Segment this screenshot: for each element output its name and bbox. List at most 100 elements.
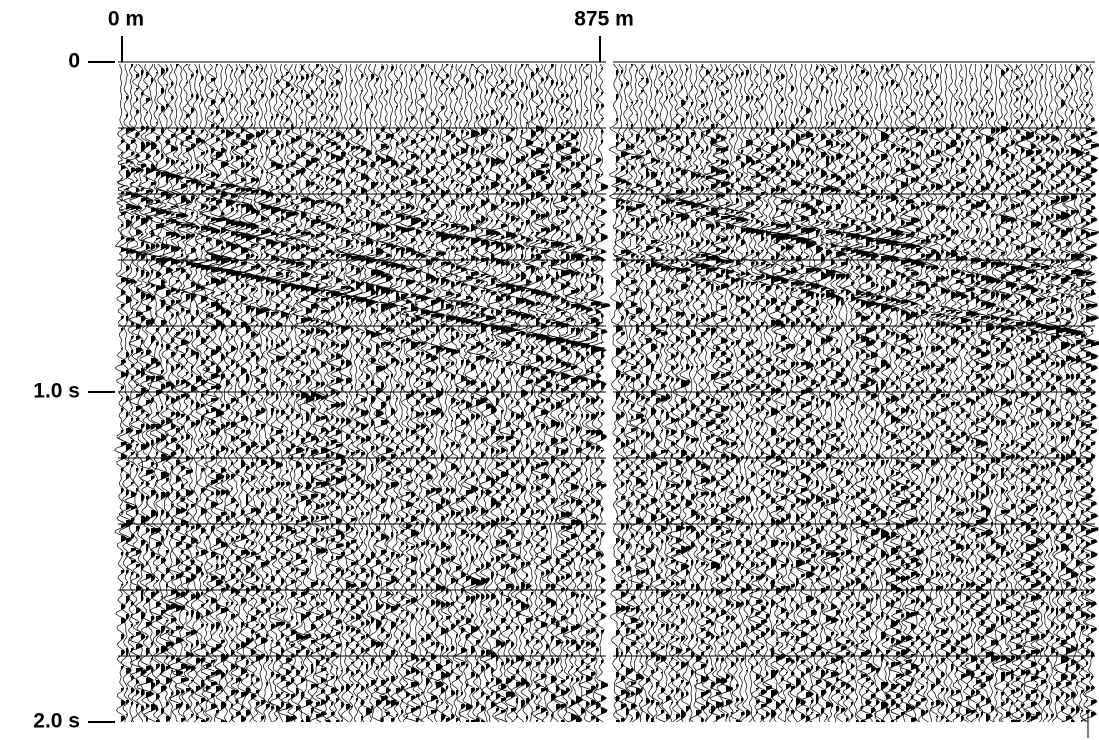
wiggle <box>270 63 291 723</box>
wiggle-fill <box>781 74 798 722</box>
wiggle-fill <box>251 70 261 700</box>
wiggle <box>113 63 129 723</box>
wiggle-fill <box>1001 70 1010 706</box>
wiggle <box>634 63 648 723</box>
wiggle <box>590 63 611 723</box>
wiggle-fill <box>136 74 144 708</box>
wiggle-fill <box>1011 70 1017 722</box>
wiggle <box>141 63 159 723</box>
wiggle <box>274 63 296 723</box>
wiggle-fill <box>776 76 784 710</box>
wiggle <box>467 63 490 723</box>
wiggle <box>957 63 977 723</box>
wiggle <box>558 63 576 723</box>
wiggle <box>908 63 927 723</box>
wiggle <box>997 63 1016 723</box>
wiggle-fill <box>866 72 876 720</box>
wiggle-fill <box>811 78 823 714</box>
wiggle <box>361 63 381 723</box>
wiggle <box>176 63 197 723</box>
wiggle <box>846 63 868 723</box>
wiggle-fill <box>871 120 879 714</box>
wiggle <box>807 63 824 723</box>
wiggle-fill <box>326 70 333 722</box>
wiggle <box>748 63 768 723</box>
wiggle <box>1075 63 1097 723</box>
wiggle <box>339 63 360 723</box>
y-tick-label: 1.0 s <box>33 380 80 403</box>
x-tick-label: 875 m <box>574 8 634 31</box>
wiggle-fill <box>201 76 211 722</box>
wiggle-fill <box>351 80 360 708</box>
wiggle-fill <box>416 72 423 722</box>
wiggle-fill <box>1061 84 1074 722</box>
wiggle <box>328 63 349 723</box>
wiggle-fill <box>971 78 980 714</box>
wiggle-fill <box>646 78 654 722</box>
wiggle <box>158 63 182 722</box>
wiggle-fill <box>566 94 575 722</box>
wiggle <box>585 63 606 723</box>
wiggle-fill <box>711 80 720 714</box>
wiggle-fill <box>1021 74 1028 718</box>
wiggle-fill <box>331 82 342 716</box>
wiggle-fill <box>951 124 958 714</box>
wiggle <box>922 63 939 723</box>
wiggle-fill <box>1031 80 1040 722</box>
wiggle <box>369 63 391 723</box>
wiggle-fill <box>821 68 828 714</box>
wiggle-fill <box>921 76 928 716</box>
wiggle <box>169 63 190 723</box>
wiggle-fill <box>806 86 817 722</box>
wiggle <box>664 63 678 723</box>
wiggle-fill <box>731 74 739 714</box>
wiggle-fill <box>511 80 519 712</box>
wiggle-fill <box>411 78 419 722</box>
wiggle <box>983 63 1000 723</box>
wiggle-fill <box>931 86 938 706</box>
wiggle-fill <box>911 72 921 722</box>
wiggle-fill <box>541 78 552 722</box>
wiggle <box>218 63 245 723</box>
wiggle <box>375 63 395 723</box>
wiggle-fill <box>601 68 611 722</box>
wiggle-fill <box>261 68 271 720</box>
wiggle <box>664 63 686 723</box>
wiggle <box>550 63 572 723</box>
wiggle <box>842 63 864 723</box>
wiggle-fill <box>376 78 384 722</box>
wiggle <box>343 63 368 723</box>
wiggle <box>859 63 880 723</box>
wiggle-fill <box>401 72 409 714</box>
wiggle-fill <box>211 78 222 710</box>
wiggle <box>1002 63 1018 723</box>
wiggle-fill <box>576 90 585 722</box>
wiggle <box>257 64 282 723</box>
wiggle <box>651 63 671 723</box>
wiggle <box>311 63 332 723</box>
wiggle <box>564 63 586 723</box>
wiggle-fill <box>681 86 692 720</box>
wiggle <box>742 63 759 723</box>
wiggle <box>677 63 701 723</box>
wiggle <box>386 63 406 723</box>
wiggle-fill <box>836 68 847 712</box>
wiggle-fill <box>146 72 154 722</box>
wiggle-fill <box>641 78 647 702</box>
wiggle-fill <box>721 70 735 718</box>
wiggle-fill <box>171 82 180 696</box>
wiggle-fill <box>891 64 900 722</box>
wiggle-fill <box>906 106 920 712</box>
wiggle <box>435 63 459 723</box>
wiggle-fill <box>621 70 630 722</box>
wiggle-fill <box>156 72 168 722</box>
wiggle <box>688 63 713 723</box>
wiggle <box>891 63 913 723</box>
wiggle <box>379 63 399 723</box>
wiggle-fill <box>1006 68 1016 718</box>
wiggle-fill <box>961 80 972 722</box>
wiggle <box>862 63 885 723</box>
wiggle-fill <box>636 70 646 720</box>
wiggle-fill <box>166 68 173 722</box>
